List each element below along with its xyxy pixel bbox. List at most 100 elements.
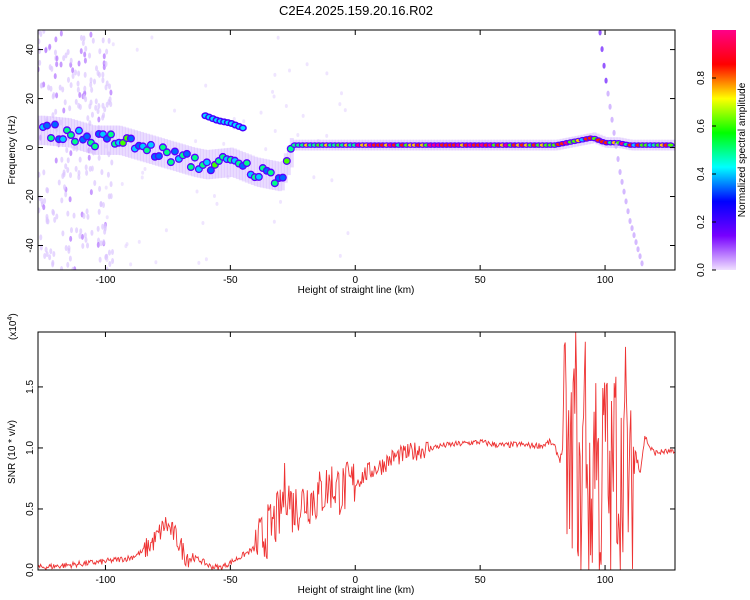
spectrogram-noise-cell bbox=[75, 227, 79, 234]
spectrogram-noise-cell bbox=[276, 35, 280, 40]
spectrogram-noise-cell bbox=[39, 234, 43, 241]
spectrogram-envelope-cell bbox=[193, 147, 198, 178]
spectrogram-noise-cell bbox=[141, 170, 145, 175]
spectrogram-noise-cell bbox=[60, 197, 64, 204]
spectrogram-envelope-cell bbox=[220, 148, 225, 178]
spectrogram-noise-cell bbox=[201, 221, 205, 226]
spectrogram-noise-cell bbox=[97, 154, 101, 161]
spectrogram-noise-cell bbox=[42, 81, 46, 88]
colorbar-tick-label: 0.6 bbox=[696, 119, 707, 133]
spectrogram-noise-cell bbox=[83, 71, 87, 78]
spectrogram-noise-cell bbox=[98, 185, 102, 192]
spectrogram-noise-cell bbox=[40, 198, 44, 205]
spectrogram-noise-cell bbox=[222, 141, 226, 146]
spectrogram-noise-cell bbox=[64, 191, 68, 198]
spectrogram-noise-cell bbox=[86, 213, 90, 220]
spectrogram-noise-cell bbox=[77, 60, 81, 67]
spectrogram-noise-cell bbox=[82, 35, 86, 42]
spectrogram-envelope-cell bbox=[154, 136, 159, 166]
snr-panel: -100 -50 0 50 100 0.0 0.5 1.0 1.5 Height of str… bbox=[7, 313, 676, 596]
spectrogram-noise-cell bbox=[110, 159, 114, 166]
spectrogram-ridge-cell bbox=[148, 142, 154, 148]
spectrogram-x-tick-label: 50 bbox=[475, 275, 487, 286]
spectrogram-noise-cell bbox=[104, 61, 108, 68]
spectrogram-noise-cell bbox=[82, 213, 86, 220]
spectrogram-noise-cell bbox=[120, 181, 124, 186]
spectrogram-ridge-cell bbox=[160, 144, 166, 150]
spectrogram-noise-cell bbox=[84, 164, 88, 171]
spectrogram-noise-cell bbox=[215, 201, 219, 206]
spectrogram-noise-cell bbox=[173, 108, 177, 113]
spectrogram-envelope-cell bbox=[109, 125, 114, 155]
spectrogram-marks bbox=[38, 30, 675, 270]
colorbar: 0.0 0.2 0.4 0.6 0.8 Normalized spectral ampl… bbox=[696, 30, 748, 277]
spectrogram-noise-cell bbox=[143, 166, 147, 171]
spectrogram-noise-cell bbox=[65, 147, 69, 154]
spectrogram-noise-cell bbox=[106, 171, 110, 178]
spectrogram-noise-cell bbox=[99, 200, 103, 207]
spectrogram-noise-cell bbox=[93, 78, 97, 85]
spectrogram-envelope-cell bbox=[124, 127, 129, 157]
spectrogram-noise-cell bbox=[109, 181, 113, 188]
spectrogram-noise-cell bbox=[204, 257, 208, 262]
spectrogram-ridge-cell bbox=[164, 149, 170, 155]
spectrogram-noise-cell bbox=[51, 261, 55, 268]
spectrogram-noise-cell bbox=[105, 215, 109, 220]
spectrogram-noise-cell bbox=[102, 112, 106, 119]
spectrogram-noise-cell bbox=[325, 71, 329, 76]
spectrogram-noise-cell bbox=[59, 30, 63, 37]
spectrogram-envelope-cell bbox=[169, 140, 174, 171]
spectrogram-noise-cell bbox=[83, 232, 87, 239]
spectrogram-noise-cell bbox=[97, 103, 101, 110]
spectrogram-noise-cell bbox=[48, 254, 52, 261]
spectrogram-noise-cell bbox=[325, 133, 329, 138]
spectrogram-noise-cell bbox=[49, 248, 53, 255]
snr-x-tick-label: -50 bbox=[223, 575, 238, 586]
spectrogram-ridge-cell bbox=[172, 148, 178, 155]
spectrogram-noise-cell bbox=[99, 240, 103, 247]
spectrogram-noise-cell bbox=[60, 156, 64, 163]
spectrogram-y-label: Frequency (Hz) bbox=[7, 116, 18, 185]
spectrogram-envelope-cell bbox=[94, 125, 99, 155]
spectrogram-envelope-cell bbox=[73, 119, 78, 150]
spectrogram-noise-cell bbox=[90, 229, 94, 236]
spectrogram-envelope-cell bbox=[187, 146, 192, 176]
spectrogram-noise-cell bbox=[204, 83, 208, 88]
spectrogram-noise-cell bbox=[78, 103, 82, 110]
spectrogram-noise-cell bbox=[212, 193, 216, 198]
spectrogram-noise-cell bbox=[76, 80, 80, 87]
spectrogram-ridge-cell bbox=[128, 135, 134, 142]
spectrogram-noise-cell bbox=[301, 113, 305, 118]
spectrogram-noise-cell bbox=[64, 52, 68, 59]
spectrogram-noise-cell bbox=[42, 204, 46, 211]
snr-x-label: Height of straight line (km) bbox=[298, 585, 415, 596]
spectrogram-noise-cell bbox=[69, 172, 73, 179]
spectrogram-x-label: Height of straight line (km) bbox=[298, 285, 415, 296]
spectrogram-y-axis: -40 -20 0 20 40 bbox=[25, 44, 675, 253]
spectrogram-noise-cell bbox=[89, 81, 93, 88]
spectrogram-noise-cell bbox=[84, 236, 88, 243]
spectrogram-noise-cell bbox=[58, 84, 62, 91]
spectrogram-noise-cell bbox=[88, 165, 92, 172]
spectrogram-envelope-cell bbox=[58, 117, 63, 147]
spectrogram-noise-cell bbox=[43, 197, 47, 204]
spectrogram-steep-cell bbox=[628, 218, 632, 225]
spectrogram-noise-cell bbox=[59, 61, 63, 68]
spectrogram-noise-cell bbox=[102, 239, 106, 246]
spectrogram-noise-cell bbox=[264, 147, 268, 152]
spectrogram-noise-cell bbox=[78, 233, 82, 240]
spectrogram-ridge-cell bbox=[280, 175, 286, 181]
spectrogram-noise-cell bbox=[105, 258, 109, 263]
spectrogram-noise-cell bbox=[93, 180, 97, 187]
spectrogram-noise-cell bbox=[84, 45, 88, 52]
spectrogram-noise-cell bbox=[89, 77, 93, 84]
spectrogram-noise-cell bbox=[64, 163, 68, 170]
spectrogram-noise-cell bbox=[39, 31, 43, 38]
spectrogram-noise-cell bbox=[69, 82, 73, 89]
spectrogram-noise-cell bbox=[66, 261, 70, 268]
spectrogram-noise-cell bbox=[129, 262, 133, 267]
spectrogram-steep-cell bbox=[600, 46, 604, 53]
spectrogram-ridge-cell bbox=[256, 174, 262, 180]
spectrogram-noise-cell bbox=[95, 65, 99, 72]
